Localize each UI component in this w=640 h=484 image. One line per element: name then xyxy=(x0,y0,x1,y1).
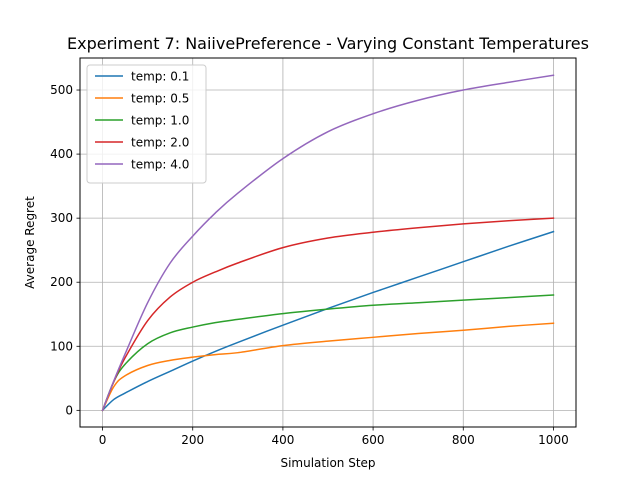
y-tick-label: 100 xyxy=(50,339,73,353)
series-line xyxy=(101,230,555,412)
series-line xyxy=(101,322,555,412)
legend-label: temp: 0.5 xyxy=(131,92,189,106)
x-tick-label: 200 xyxy=(181,433,204,447)
legend-label: temp: 1.0 xyxy=(131,114,189,128)
series-line xyxy=(101,294,555,412)
plot-area-frame xyxy=(79,57,577,428)
series-line xyxy=(101,74,555,412)
x-tick-label: 800 xyxy=(452,433,475,447)
y-tick-label: 0 xyxy=(65,403,73,417)
x-tick-label: 400 xyxy=(271,433,294,447)
legend-box xyxy=(86,64,207,184)
y-tick-label: 400 xyxy=(50,147,73,161)
chart-title: Experiment 7: NaiivePreference - Varying… xyxy=(67,34,589,53)
x-axis-label: Simulation Step xyxy=(280,456,375,470)
series-line xyxy=(101,217,555,412)
x-tick-label: 600 xyxy=(362,433,385,447)
x-tick-label: 0 xyxy=(99,433,107,447)
legend: temp: 0.1 temp: 0.5 temp: 1.0 temp: 2.0 temp… xyxy=(86,64,207,184)
legend-label: temp: 4.0 xyxy=(131,158,189,172)
legend-label: temp: 0.1 xyxy=(131,70,189,84)
legend-label: temp: 2.0 xyxy=(131,136,189,150)
y-tick-label: 500 xyxy=(50,83,73,97)
y-tick-label: 200 xyxy=(50,275,73,289)
y-tick-label: 300 xyxy=(50,211,73,225)
y-axis-label: Average Regret xyxy=(23,196,37,289)
x-tick-label: 1000 xyxy=(538,433,569,447)
